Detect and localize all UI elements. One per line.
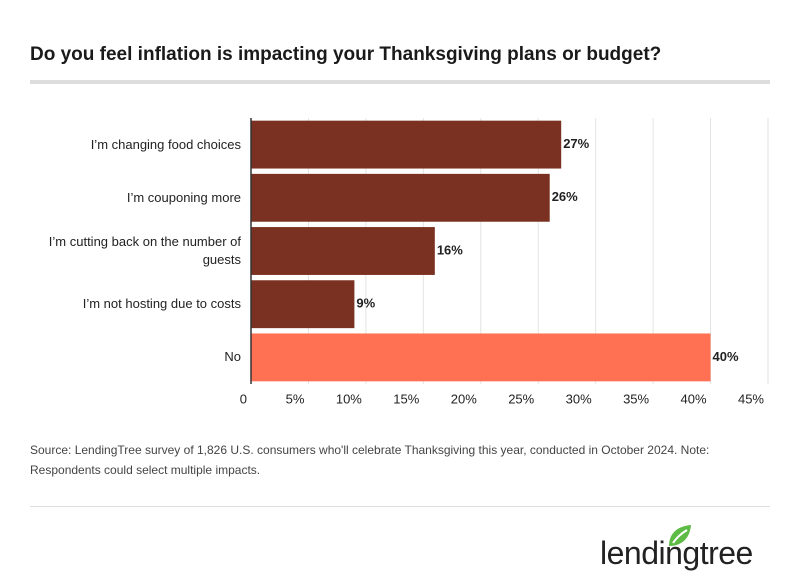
logo: lendingtree [600, 535, 753, 571]
bar [251, 333, 711, 382]
data-label: 16% [437, 242, 463, 257]
y-tick-label: I’m changing food choices [90, 136, 241, 152]
x-tick-label: 25% [508, 391, 534, 406]
x-tick-label: 35% [623, 391, 649, 406]
chart: 0 5% 10% 15% 20% 25% 30% 35% 40% 45% 27% 26% 16% 9% 40… [240, 118, 769, 406]
bar [251, 227, 435, 275]
data-label: 40% [713, 349, 739, 364]
y-tick-label: I’m not hosting due to costs [82, 296, 241, 312]
x-tick-label: 15% [393, 391, 419, 406]
x-tick-label: 10% [336, 391, 362, 406]
x-tick-label: 30% [566, 391, 592, 406]
data-label: 27% [563, 136, 589, 151]
bar [251, 173, 550, 222]
y-tick-label: I’m cutting back on the number of guests [48, 234, 241, 267]
bar [251, 120, 562, 169]
x-tick-label: 45% [738, 391, 764, 406]
chart-title: Do you feel inflation is impacting your … [30, 44, 662, 65]
divider [30, 80, 770, 84]
source-note: Source: LendingTree survey of 1,826 U.S.… [30, 443, 710, 477]
y-tick-label: I’m couponing more [126, 189, 241, 205]
divider [30, 506, 770, 507]
data-label: 26% [552, 189, 578, 204]
x-tick-label: 20% [451, 391, 477, 406]
bar [251, 280, 355, 329]
data-label: 9% [356, 296, 375, 311]
logo-leaf [669, 525, 691, 546]
x-tick-label: 5% [286, 391, 305, 406]
x-tick-label: 40% [681, 391, 707, 406]
y-tick-label: No [224, 349, 241, 365]
x-tick-label: 0 [240, 391, 247, 406]
